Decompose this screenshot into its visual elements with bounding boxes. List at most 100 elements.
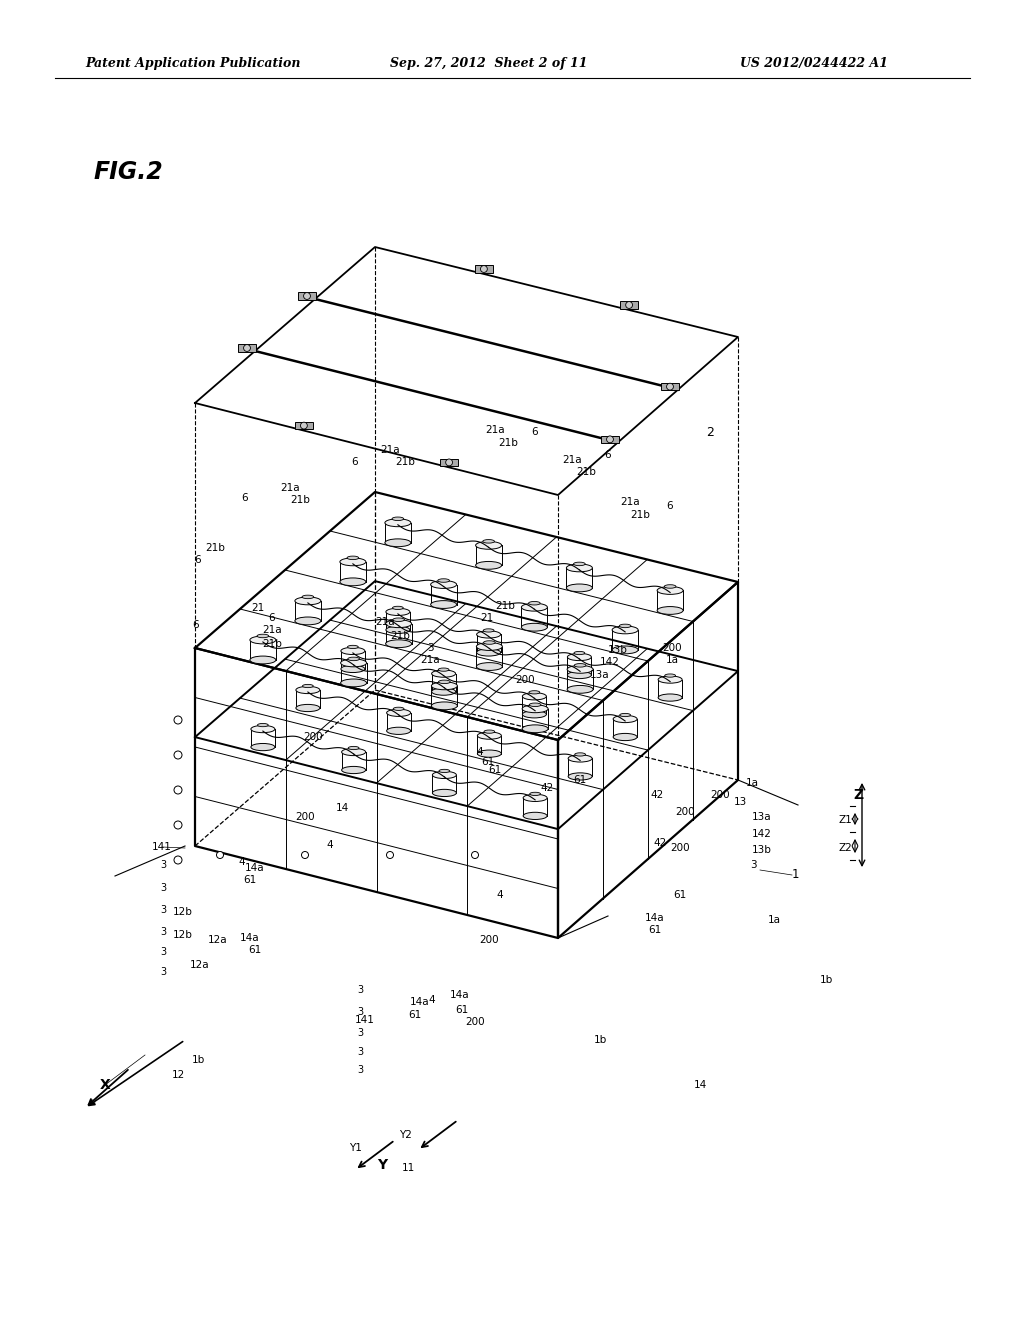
- Text: US 2012/0244422 A1: US 2012/0244422 A1: [740, 57, 888, 70]
- Polygon shape: [440, 459, 458, 466]
- Ellipse shape: [568, 755, 592, 762]
- Ellipse shape: [431, 682, 458, 690]
- Ellipse shape: [613, 734, 637, 741]
- Ellipse shape: [342, 748, 366, 755]
- Ellipse shape: [386, 626, 410, 634]
- Ellipse shape: [567, 653, 592, 660]
- Ellipse shape: [347, 645, 358, 648]
- Text: 6: 6: [605, 450, 611, 459]
- Text: 142: 142: [600, 657, 620, 667]
- Text: 3: 3: [357, 1007, 364, 1016]
- Text: 3: 3: [160, 883, 166, 894]
- Circle shape: [303, 293, 310, 300]
- Text: 200: 200: [675, 807, 695, 817]
- Text: 21b: 21b: [390, 631, 410, 642]
- Text: 21b: 21b: [630, 510, 650, 520]
- Ellipse shape: [574, 651, 585, 655]
- Text: 3: 3: [357, 985, 364, 995]
- Text: 21: 21: [480, 612, 494, 623]
- Text: 4: 4: [497, 890, 504, 900]
- Ellipse shape: [574, 752, 586, 756]
- Polygon shape: [601, 436, 618, 444]
- Text: 21b: 21b: [290, 495, 310, 506]
- Text: Z1: Z1: [838, 814, 852, 825]
- Ellipse shape: [251, 743, 274, 751]
- Ellipse shape: [341, 647, 365, 655]
- Ellipse shape: [665, 585, 676, 589]
- Ellipse shape: [620, 713, 631, 717]
- Text: 14a: 14a: [451, 990, 470, 1001]
- Text: 200: 200: [711, 789, 730, 800]
- Text: 6: 6: [195, 554, 202, 565]
- Text: 3: 3: [160, 946, 166, 957]
- Ellipse shape: [302, 684, 313, 688]
- Ellipse shape: [295, 616, 321, 624]
- Ellipse shape: [386, 620, 412, 627]
- Ellipse shape: [341, 659, 367, 667]
- Text: Y: Y: [377, 1158, 387, 1172]
- Ellipse shape: [476, 663, 503, 671]
- Text: 3: 3: [357, 1065, 364, 1074]
- Text: 6: 6: [268, 612, 275, 623]
- Text: 12b: 12b: [173, 907, 193, 917]
- Text: 6: 6: [193, 620, 200, 630]
- Ellipse shape: [573, 562, 586, 566]
- Ellipse shape: [657, 607, 683, 614]
- Ellipse shape: [250, 656, 275, 664]
- Text: 3: 3: [750, 861, 757, 870]
- Text: 13: 13: [733, 797, 746, 807]
- Ellipse shape: [566, 564, 592, 572]
- Ellipse shape: [296, 686, 319, 693]
- Circle shape: [174, 821, 182, 829]
- Ellipse shape: [251, 726, 274, 733]
- Ellipse shape: [432, 789, 457, 796]
- Ellipse shape: [657, 586, 683, 594]
- Ellipse shape: [438, 668, 450, 672]
- Ellipse shape: [393, 708, 404, 710]
- Text: 3: 3: [427, 643, 433, 653]
- Text: 13b: 13b: [752, 845, 772, 855]
- Text: 13a: 13a: [752, 812, 772, 822]
- Ellipse shape: [476, 643, 503, 651]
- Ellipse shape: [476, 631, 501, 638]
- Text: 4: 4: [239, 857, 246, 867]
- Ellipse shape: [295, 597, 321, 605]
- Polygon shape: [238, 345, 256, 351]
- Text: 142: 142: [752, 829, 772, 840]
- Text: 21a: 21a: [621, 498, 640, 507]
- Text: 200: 200: [295, 812, 314, 822]
- Text: 1: 1: [792, 869, 800, 882]
- Text: 3: 3: [160, 861, 166, 870]
- Text: 21b: 21b: [395, 457, 415, 467]
- Ellipse shape: [431, 601, 457, 609]
- Circle shape: [174, 785, 182, 795]
- Text: Patent Application Publication: Patent Application Publication: [85, 57, 300, 70]
- Ellipse shape: [385, 539, 411, 546]
- Ellipse shape: [522, 693, 547, 700]
- Text: 21b: 21b: [577, 467, 596, 477]
- Circle shape: [480, 265, 487, 272]
- Circle shape: [174, 855, 182, 865]
- Ellipse shape: [475, 561, 502, 569]
- Text: Y1: Y1: [348, 1143, 361, 1152]
- Polygon shape: [662, 383, 679, 391]
- Text: 200: 200: [303, 733, 323, 742]
- Ellipse shape: [387, 727, 411, 734]
- Ellipse shape: [348, 746, 359, 750]
- Text: 61: 61: [674, 890, 687, 900]
- Ellipse shape: [438, 578, 450, 582]
- Ellipse shape: [347, 556, 358, 560]
- Ellipse shape: [529, 792, 541, 796]
- Ellipse shape: [302, 595, 313, 599]
- Text: Z2: Z2: [838, 843, 852, 853]
- Ellipse shape: [340, 558, 366, 566]
- Text: 61: 61: [648, 925, 662, 935]
- Text: 21a: 21a: [262, 624, 282, 635]
- Text: 21a: 21a: [375, 616, 395, 627]
- Ellipse shape: [529, 690, 540, 694]
- Ellipse shape: [613, 715, 637, 722]
- Text: 42: 42: [541, 783, 554, 793]
- Ellipse shape: [340, 578, 366, 586]
- Ellipse shape: [431, 581, 457, 589]
- Ellipse shape: [341, 678, 367, 686]
